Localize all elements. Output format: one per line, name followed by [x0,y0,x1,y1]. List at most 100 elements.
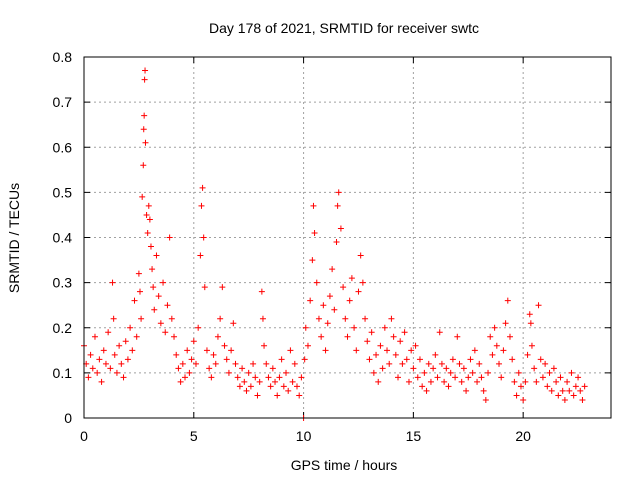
data-point [334,202,341,209]
data-point [362,315,369,322]
data-point [195,324,202,331]
data-point [524,351,531,358]
y-tick-label: 0.6 [53,139,73,155]
data-point [326,293,333,300]
data-point [203,347,210,354]
data-point [443,365,450,372]
data-point [149,266,156,273]
data-point [388,315,395,322]
data-point [550,365,557,372]
data-point [198,202,205,209]
data-point [324,320,331,327]
data-point [140,126,147,133]
data-point [245,369,252,376]
data-point [441,378,448,385]
data-point [348,275,355,282]
data-point [528,342,535,349]
data-point [421,369,428,376]
y-tick-label: 0.5 [53,184,73,200]
data-point [526,311,533,318]
data-point [142,67,149,74]
data-point [331,306,338,313]
data-point [456,360,463,367]
data-point [517,383,524,390]
data-point [155,293,162,300]
data-point [162,329,169,336]
data-point [460,365,467,372]
axis-ticks [83,56,611,419]
y-tick-label: 0.8 [53,49,73,65]
data-point [258,288,265,295]
data-point [485,369,492,376]
data-point [445,383,452,390]
data-points [81,67,588,421]
data-point [520,396,527,403]
data-point [559,387,566,394]
data-point [153,252,160,259]
data-point [151,306,158,313]
y-axis-label: SRMTID / TECUs [6,183,22,293]
grid [84,57,611,418]
data-point [98,378,105,385]
data-point [236,383,243,390]
data-point [579,396,586,403]
data-point [199,184,206,191]
data-point [509,356,516,363]
data-point [197,252,204,259]
y-tick-label: 0.1 [53,365,73,381]
data-point [561,396,568,403]
data-point [368,329,375,336]
data-point [403,356,410,363]
data-point [118,360,125,367]
data-point [254,392,261,399]
data-point [145,202,152,209]
data-point [335,189,342,196]
data-point [419,383,426,390]
data-point [502,320,509,327]
data-point [307,297,314,304]
data-point [147,243,154,250]
data-point [265,374,272,381]
data-point [390,333,397,340]
data-point [491,324,498,331]
data-point [474,378,481,385]
data-point [157,320,164,327]
data-point [557,374,564,381]
data-point [239,365,246,372]
data-point [214,333,221,340]
data-point [116,342,123,349]
data-point [283,369,290,376]
data-point [447,369,454,376]
data-point [188,356,195,363]
data-point [287,347,294,354]
data-point [302,324,309,331]
data-point [375,378,382,385]
data-point [581,383,588,390]
data-point [318,333,325,340]
data-point [120,374,127,381]
y-tick-label: 0.7 [53,94,73,110]
data-point [386,360,393,367]
data-point [438,360,445,367]
data-point [141,112,148,119]
data-point [164,302,171,309]
data-point [496,360,503,367]
data-point [414,374,421,381]
data-point [293,383,300,390]
data-point [408,347,415,354]
data-point [111,351,118,358]
data-point [425,360,432,367]
x-tick-label: 20 [515,428,531,444]
data-point [223,356,230,363]
data-point [87,351,94,358]
data-point [210,351,217,358]
data-point [175,365,182,372]
data-point [533,378,540,385]
data-point [539,374,546,381]
data-point [564,378,571,385]
x-tick-label: 0 [80,428,88,444]
data-point [364,338,371,345]
data-point [100,347,107,354]
data-point [232,360,239,367]
